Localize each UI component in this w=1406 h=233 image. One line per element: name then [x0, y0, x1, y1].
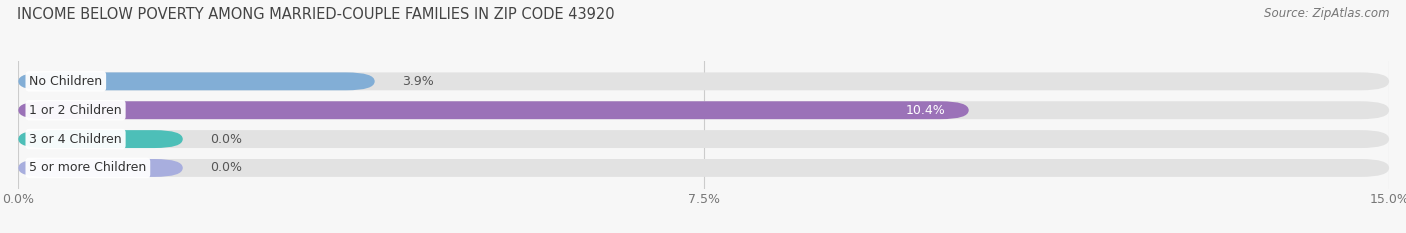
FancyBboxPatch shape: [18, 101, 969, 119]
Text: 3 or 4 Children: 3 or 4 Children: [30, 133, 122, 146]
Text: INCOME BELOW POVERTY AMONG MARRIED-COUPLE FAMILIES IN ZIP CODE 43920: INCOME BELOW POVERTY AMONG MARRIED-COUPL…: [17, 7, 614, 22]
FancyBboxPatch shape: [18, 130, 1389, 148]
Text: Source: ZipAtlas.com: Source: ZipAtlas.com: [1264, 7, 1389, 20]
Text: 0.0%: 0.0%: [211, 133, 242, 146]
Text: 1 or 2 Children: 1 or 2 Children: [30, 104, 122, 117]
FancyBboxPatch shape: [18, 130, 183, 148]
FancyBboxPatch shape: [18, 159, 1389, 177]
Text: 0.0%: 0.0%: [211, 161, 242, 175]
Text: No Children: No Children: [30, 75, 103, 88]
FancyBboxPatch shape: [18, 72, 1389, 90]
Text: 5 or more Children: 5 or more Children: [30, 161, 146, 175]
Text: 3.9%: 3.9%: [402, 75, 434, 88]
FancyBboxPatch shape: [18, 159, 183, 177]
FancyBboxPatch shape: [18, 72, 374, 90]
Text: 10.4%: 10.4%: [905, 104, 946, 117]
FancyBboxPatch shape: [18, 101, 1389, 119]
